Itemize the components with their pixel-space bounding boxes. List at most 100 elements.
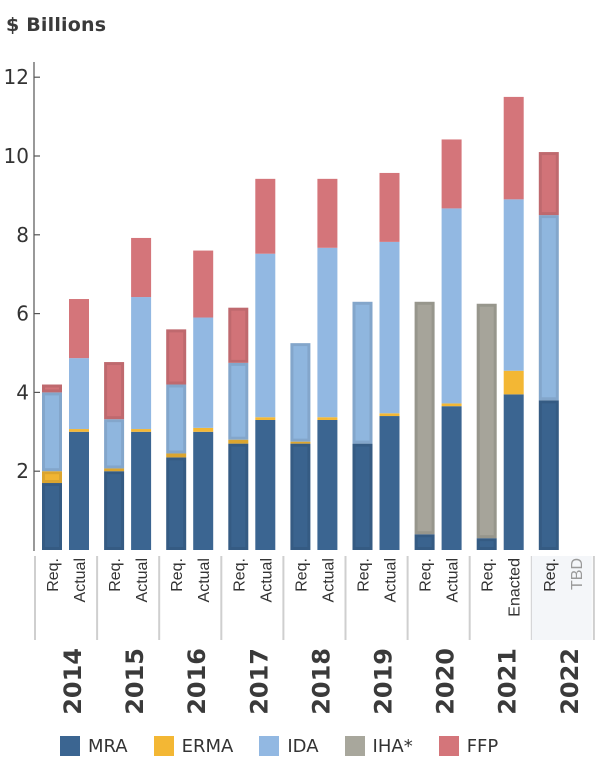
legend-label: ERMA (181, 735, 234, 757)
bar-inner-ida-2014 (45, 395, 59, 469)
bar-ffp-2016-actual (193, 250, 214, 318)
bar-erma-2014-actual (69, 429, 89, 432)
bar-ida-2018-actual (317, 247, 338, 418)
bar-ida-2021-enacted (503, 199, 524, 371)
year-label-2022: 2022 (556, 648, 584, 715)
bar-ida-2014-actual (69, 358, 89, 430)
y-tick-label-10: 10 (4, 144, 29, 168)
legend-swatch (344, 736, 365, 756)
category-label-2020-req: Req. (418, 558, 435, 592)
bar-mra-2021-enacted (503, 394, 524, 550)
bar-inner-mra-2019 (355, 446, 370, 547)
bar-erma-2015-req (104, 468, 125, 472)
legend-label: IDA (287, 735, 319, 757)
category-label-2017-actual: Actual (258, 558, 275, 602)
category-label-2021-req: Req. (480, 558, 497, 592)
legend-item-mra: MRA (60, 736, 128, 757)
category-label-2016-actual: Actual (196, 558, 213, 602)
bar-ida-2020-actual (441, 208, 462, 404)
bar-mra-2016-actual (193, 431, 214, 550)
y-tick-label-12: 12 (4, 65, 29, 89)
legend-swatch (153, 736, 174, 756)
bar-inner-ida-2017 (231, 365, 246, 437)
bar-erma-2015-actual (131, 429, 152, 432)
bar-ida-2016-actual (193, 317, 214, 428)
bar-erma-2021-enacted (503, 370, 524, 395)
legend: MRA ERMA IDA IHA* FFP (60, 733, 524, 759)
bar-mra-2019-actual (379, 416, 400, 550)
legend-item-iha: IHA* (344, 736, 413, 757)
bar-ffp-2020-actual (441, 139, 462, 209)
bar-inner-ida-2018 (293, 346, 308, 439)
category-label-2022-req: Req. (542, 558, 559, 592)
bar-ffp-2019-actual (379, 172, 400, 242)
legend-swatch (438, 736, 459, 756)
year-label-2020: 2020 (432, 648, 460, 715)
legend-swatch (60, 736, 80, 756)
category-label-2020-actual: Actual (445, 558, 462, 602)
bar-inner-ffp-2022 (541, 155, 556, 213)
category-label-2021-enacted: Enacted (507, 558, 524, 617)
bar-erma-2018-req (290, 441, 311, 444)
year-label-2014: 2014 (59, 648, 87, 715)
bar-ffp-2015-actual (131, 237, 152, 298)
y-tick-label-2: 2 (16, 459, 29, 483)
bar-mra-2014-actual (69, 431, 89, 550)
category-label-2019-req: Req. (356, 558, 373, 592)
bar-inner-ida-2022 (541, 218, 556, 398)
bar-inner-erma-2014 (45, 474, 59, 481)
category-label-2016-req: Req. (169, 558, 186, 592)
bar-ida-2017-actual (255, 253, 276, 418)
y-axis-title: $ Billions (6, 14, 107, 36)
bar-ffp-2017-actual (255, 178, 276, 254)
year-label-2019: 2019 (370, 648, 398, 715)
bar-mra-2020-actual (441, 406, 462, 550)
bar-mra-2017-actual (255, 419, 276, 550)
category-label-2017-req: Req. (231, 558, 248, 592)
year-label-2016: 2016 (183, 648, 211, 715)
category-label-2015-req: Req. (107, 558, 124, 592)
bar-inner-mra-2021 (479, 541, 494, 547)
bar-mra-2018-actual (317, 419, 338, 550)
bar-inner-mra-2015 (107, 474, 122, 547)
year-label-2018: 2018 (307, 648, 335, 715)
bar-inner-mra-2020 (417, 537, 432, 547)
bar-inner-ffp-2014 (45, 387, 59, 390)
bar-mra-2015-actual (131, 431, 152, 550)
projection-band (531, 556, 592, 640)
category-label-2022-tbd: TBD (569, 558, 586, 590)
legend-item-erma: ERMA (153, 735, 234, 757)
bar-inner-ida-2016 (169, 387, 184, 451)
bar-ffp-2014-actual (69, 299, 89, 359)
category-label-2014-req: Req. (45, 558, 62, 592)
year-label-2015: 2015 (121, 648, 149, 715)
bar-ffp-2018-actual (317, 178, 338, 248)
bar-erma-2019-actual (379, 413, 400, 417)
legend-item-ida: IDA (259, 735, 319, 757)
bar-inner-iha-2020 (417, 304, 432, 532)
bar-erma-2016-req (166, 453, 187, 458)
bar-erma-2017-req (228, 439, 249, 444)
y-tick-label-8: 8 (16, 223, 29, 247)
bar-ffp-2021-enacted (503, 96, 524, 200)
bar-inner-mra-2022 (541, 403, 556, 547)
category-label-2019-actual: Actual (383, 558, 400, 602)
legend-swatch (259, 736, 280, 756)
category-label-2018-actual: Actual (320, 558, 337, 602)
bar-erma-2020-actual (441, 403, 462, 407)
bar-erma-2018-actual (317, 417, 338, 420)
bar-inner-mra-2018 (293, 446, 308, 547)
category-label-2014-actual: Actual (72, 558, 89, 602)
bar-inner-ffp-2016 (169, 332, 184, 382)
legend-label: FFP (466, 735, 499, 757)
legend-label: MRA (88, 735, 128, 757)
year-label-2021: 2021 (494, 648, 522, 715)
bar-erma-2016-actual (193, 427, 214, 432)
y-tick-label-6: 6 (16, 302, 29, 326)
bar-inner-iha-2021 (479, 306, 494, 536)
bar-inner-ffp-2015 (107, 365, 122, 417)
bar-erma-2017-actual (255, 417, 276, 420)
legend-item-ffp: FFP (438, 735, 499, 757)
bar-inner-ffp-2017 (231, 310, 246, 360)
bar-inner-mra-2014 (45, 486, 59, 547)
